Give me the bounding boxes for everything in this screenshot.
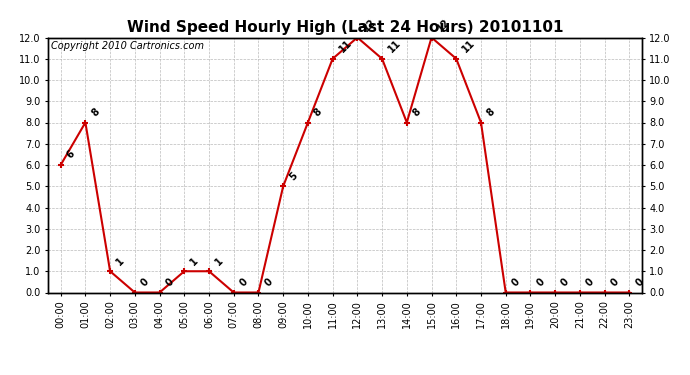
Text: 0: 0 — [510, 276, 522, 288]
Text: 1: 1 — [188, 255, 200, 267]
Text: 8: 8 — [411, 106, 423, 118]
Text: 11: 11 — [460, 38, 477, 55]
Text: 12: 12 — [435, 17, 453, 33]
Text: 5: 5 — [287, 170, 299, 182]
Text: 8: 8 — [90, 106, 101, 118]
Text: 1: 1 — [213, 255, 225, 267]
Text: 8: 8 — [312, 106, 324, 118]
Text: 0: 0 — [560, 276, 571, 288]
Title: Wind Speed Hourly High (Last 24 Hours) 20101101: Wind Speed Hourly High (Last 24 Hours) 2… — [127, 20, 563, 35]
Text: 8: 8 — [485, 106, 497, 118]
Text: 1: 1 — [115, 255, 126, 267]
Text: 0: 0 — [609, 276, 620, 288]
Text: 12: 12 — [362, 17, 378, 33]
Text: 0: 0 — [238, 276, 250, 288]
Text: 0: 0 — [263, 276, 275, 288]
Text: 0: 0 — [164, 276, 175, 288]
Text: Copyright 2010 Cartronics.com: Copyright 2010 Cartronics.com — [51, 41, 204, 51]
Text: 0: 0 — [139, 276, 151, 288]
Text: 0: 0 — [535, 276, 546, 288]
Text: 0: 0 — [584, 276, 596, 288]
Text: 11: 11 — [337, 38, 353, 55]
Text: 11: 11 — [386, 38, 403, 55]
Text: 6: 6 — [65, 149, 77, 161]
Text: 0: 0 — [633, 276, 645, 288]
